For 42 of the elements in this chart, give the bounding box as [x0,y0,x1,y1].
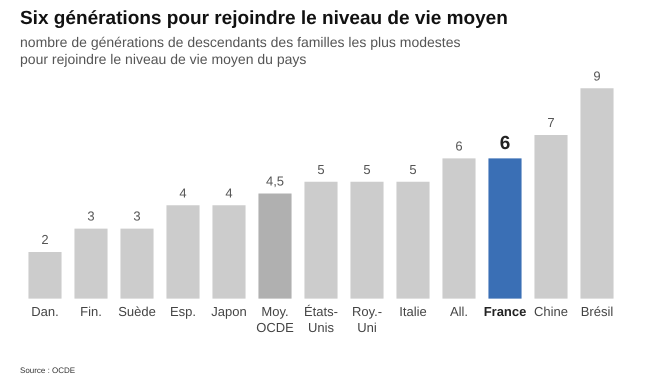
bar [534,135,568,299]
data-label: 5 [363,162,371,177]
data-label: 5 [317,162,325,177]
bar [258,194,292,299]
bar [212,205,246,299]
bar [350,182,384,299]
bar [580,88,614,299]
x-tick-label: All. [450,304,468,320]
data-label: 4 [179,185,187,200]
bar [304,182,338,299]
data-label: 9 [593,68,601,84]
x-tick-label: Dan. [31,304,59,320]
x-tick-label: Brésil [580,304,614,320]
x-tick-label: Roy.- Uni [352,304,382,335]
bar [396,182,430,299]
x-tick-label: France [484,304,526,320]
bar [120,228,154,299]
x-tick-label: Suède [118,304,156,320]
x-tick-label: Italie [399,304,427,320]
data-label: 6 [455,138,463,154]
bar [74,228,108,299]
x-tick-label: Esp. [170,304,196,320]
data-label: 5 [409,162,417,177]
data-label: 6 [500,133,510,154]
x-tick-label: États- Unis [304,304,338,335]
x-tick-label: Japon [211,304,247,320]
x-tick-label: Fin. [80,304,102,320]
data-label: 3 [133,208,141,224]
bar [488,158,522,299]
x-tick-label: Moy. OCDE [256,304,294,335]
data-label: 2 [41,232,49,248]
chart-title: Six générations pour rejoindre le niveau de vie moyen [20,8,508,30]
chart-subtitle: nombre de générations de descendants des familles les plus modestes pour rejoindre le niveau de vie moyen du pays [20,34,462,68]
bar [28,252,62,299]
data-label: 3 [87,208,95,224]
bar [166,205,200,299]
data-label: 7 [547,115,555,130]
source-note: Source : OCDE [20,366,76,375]
bar [442,158,476,299]
x-tick-label: Chine [534,304,568,320]
data-label: 4 [225,185,233,200]
data-label: 4,5 [266,174,284,189]
